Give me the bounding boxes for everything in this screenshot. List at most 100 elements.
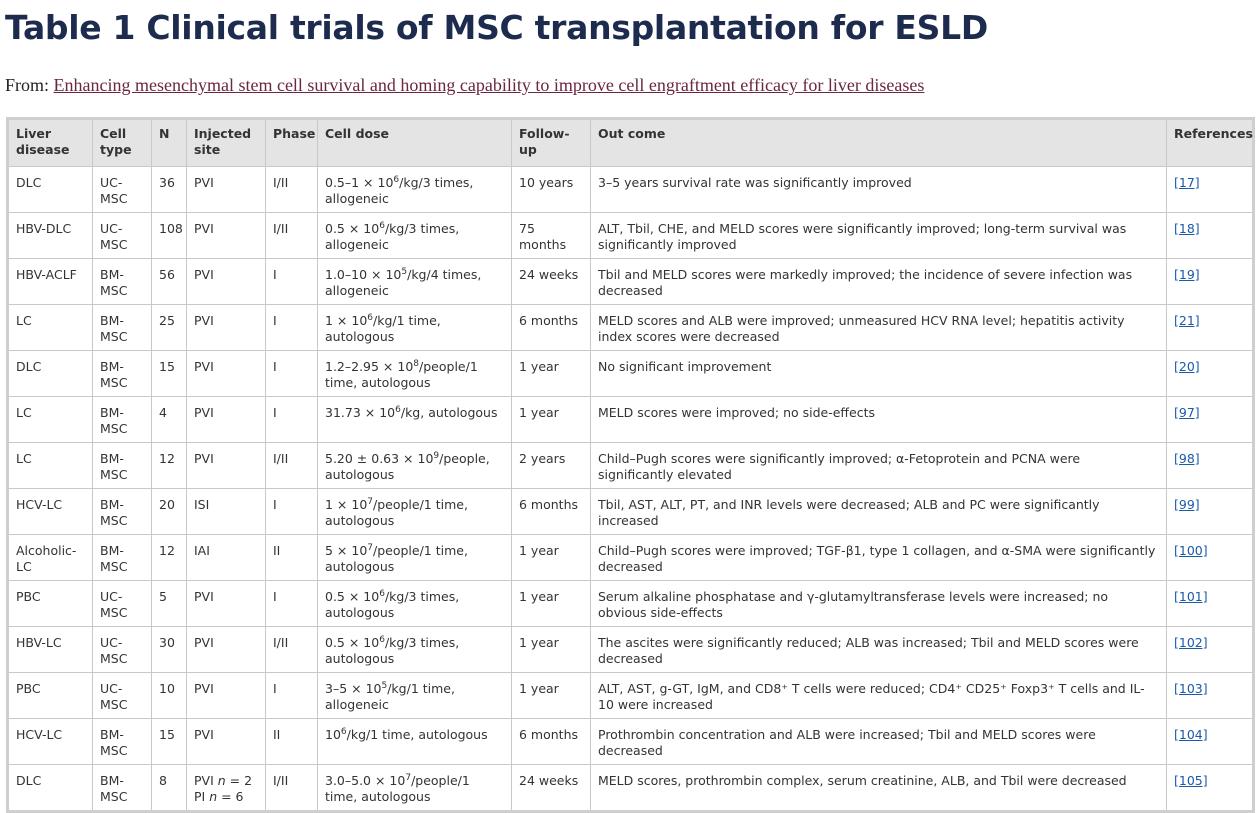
table-cell: 1 year [511, 626, 591, 673]
column-header: Phase [265, 118, 318, 167]
reference-link[interactable]: [99] [1174, 497, 1200, 512]
table-cell: 0.5 × 106/kg/3 times, allogeneic [317, 212, 512, 259]
cell-text: /people/1 time, autologous [325, 543, 468, 574]
table-cell: PVI [186, 442, 266, 489]
table-cell: I [265, 488, 318, 535]
cell-text: BM-MSC [100, 451, 128, 482]
superscript: 5 [401, 266, 408, 277]
cell-text: 5 [159, 589, 167, 604]
cell-line: PI n = 6 [194, 789, 258, 805]
reference-link[interactable]: [100] [1174, 543, 1208, 558]
reference-link[interactable]: [105] [1174, 773, 1208, 788]
reference-link[interactable]: [18] [1174, 221, 1200, 236]
table-cell: PBC [7, 580, 93, 627]
table-row: DLC BM-MSC 15 PVI I 1.2–2.95 × 108/people/1 t… [7, 350, 1254, 397]
table-cell: 8 [151, 764, 187, 812]
reference-link[interactable]: [98] [1174, 451, 1200, 466]
table-cell: ALT, Tbil, CHE, and MELD scores were sig… [590, 212, 1167, 259]
reference-link[interactable]: [17] [1174, 175, 1200, 190]
cell-text: ISI [194, 497, 210, 512]
cell-text: BM-MSC [100, 313, 128, 344]
cell-text: IAI [194, 543, 210, 558]
reference-link[interactable]: [103] [1174, 681, 1208, 696]
reference-link[interactable]: [102] [1174, 635, 1208, 650]
table-cell: 15 [151, 718, 187, 765]
table-cell: Alcoholic-LC [7, 534, 93, 581]
cell-text: I [273, 359, 277, 374]
table-cell: 0.5 × 106/kg/3 times, autologous [317, 580, 512, 627]
cell-text: 5 × 10 [325, 543, 368, 558]
table-cell: HCV-LC [7, 718, 93, 765]
table-cell: UC-MSC [92, 166, 152, 213]
reference-link[interactable]: [20] [1174, 359, 1200, 374]
table-cell: UC-MSC [92, 212, 152, 259]
table-cell: UC-MSC [92, 626, 152, 673]
cell-text: PVI [194, 359, 214, 374]
cell-text: 6 months [519, 497, 579, 512]
table-cell: UC-MSC [92, 672, 152, 719]
table-cell: PVI n = 2 PI n = 6 [186, 764, 266, 812]
table-cell: I [265, 396, 318, 443]
table-cell: 75 months [511, 212, 591, 259]
table-cell: BM-MSC [92, 488, 152, 535]
cell-text: HBV-ACLF [16, 267, 77, 282]
reference-link[interactable]: [21] [1174, 313, 1200, 328]
table-cell: LC [7, 442, 93, 489]
table-cell: Tbil, AST, ALT, PT, and INR levels were … [590, 488, 1167, 535]
table-cell: HBV-LC [7, 626, 93, 673]
cell-text: PVI [194, 773, 218, 788]
cell-text: /kg/3 times, allogeneic [325, 221, 460, 252]
cell-text: BM-MSC [100, 267, 128, 298]
page-title: Table 1 Clinical trials of MSC transplan… [5, 8, 988, 47]
table-row: LC BM-MSC 25 PVI I 1 × 106/kg/1 time, autolog… [7, 304, 1254, 351]
cell-text: I/II [273, 451, 289, 466]
reference-link[interactable]: [104] [1174, 727, 1208, 742]
reference-link[interactable]: [101] [1174, 589, 1208, 604]
cell-text: 108 [159, 221, 183, 236]
table-cell: 20 [151, 488, 187, 535]
cell-text: Child–Pugh scores were significantly imp… [598, 451, 1081, 482]
table-cell: BM-MSC [92, 350, 152, 397]
table-cell: DLC [7, 350, 93, 397]
table-row: PBC UC-MSC 10 PVI I 3–5 × 105/kg/1 time, allo… [7, 672, 1254, 719]
table-row: Alcoholic-LC BM-MSC 12 IAI II 5 × 107/people/… [7, 534, 1254, 581]
table-cell: 4 [151, 396, 187, 443]
cell-text: 1 × 10 [325, 313, 368, 328]
cell-text: I [273, 267, 277, 282]
table-cell: BM-MSC [92, 258, 152, 305]
cell-text: ALT, AST, g-GT, IgM, and CD8⁺ T cells we… [598, 681, 1145, 712]
cell-text: 24 weeks [519, 773, 579, 788]
cell-text: 1 year [519, 543, 559, 558]
table-cell: 5 × 107/people/1 time, autologous [317, 534, 512, 581]
table-cell: 3.0–5.0 × 107/people/1 time, autologous [317, 764, 512, 812]
source-link[interactable]: Enhancing mesenchymal stem cell survival… [53, 75, 925, 95]
reference-link[interactable]: [97] [1174, 405, 1200, 420]
table-cell: 1 year [511, 350, 591, 397]
cell-text: PVI [194, 267, 214, 282]
cell-text: BM-MSC [100, 543, 128, 574]
table-cell: PBC [7, 672, 93, 719]
cell-text: The ascites were significantly reduced; … [598, 635, 1139, 666]
table-cell: 1 × 107/people/1 time, autologous [317, 488, 512, 535]
cell-text: I [273, 405, 277, 420]
cell-text: LC [16, 451, 32, 466]
reference-link[interactable]: [19] [1174, 267, 1200, 282]
table-cell: PVI [186, 396, 266, 443]
table-cell: HBV-ACLF [7, 258, 93, 305]
table-cell: 1 year [511, 580, 591, 627]
table-row: LC BM-MSC 4 PVI I 31.73 × 106/kg, autologous 1… [7, 396, 1254, 443]
cell-text: /kg/3 times, autologous [325, 589, 460, 620]
cell-text: 6 months [519, 727, 579, 742]
table-cell: I [265, 580, 318, 627]
table-cell: PVI [186, 212, 266, 259]
table-cell: BM-MSC [92, 396, 152, 443]
source-line: From: Enhancing mesenchymal stem cell su… [5, 75, 924, 96]
cell-text: BM-MSC [100, 359, 128, 390]
table-cell: MELD scores were improved; no side-effec… [590, 396, 1167, 443]
cell-text: PBC [16, 589, 41, 604]
cell-text: MELD scores, prothrombin complex, serum … [598, 773, 1127, 788]
cell-text: 10 years [519, 175, 574, 190]
table-cell: 3–5 years survival rate was significantl… [590, 166, 1167, 213]
cell-text: II [273, 727, 281, 742]
